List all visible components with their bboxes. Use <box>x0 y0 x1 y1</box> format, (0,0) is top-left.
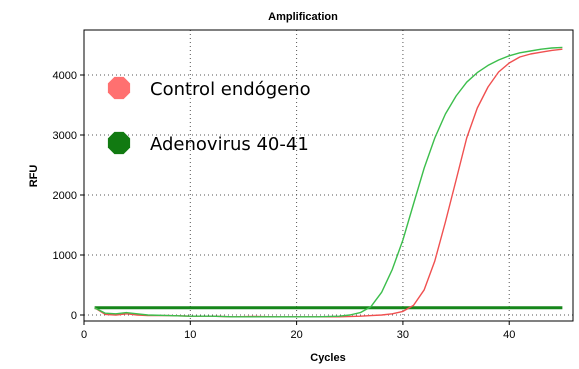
legend-marker-control-endogeno <box>107 76 131 100</box>
y-tick-label: 1000 <box>53 250 77 262</box>
legend-label-control-endogeno: Control endógeno <box>150 79 311 100</box>
x-tick-label: 40 <box>503 329 515 341</box>
grid <box>84 30 573 321</box>
legend: Control endógeno Adenovirus 40-41 <box>107 76 311 155</box>
y-tick-label: 0 <box>71 310 77 322</box>
legend-label-adenovirus-40-41: Adenovirus 40-41 <box>150 134 309 155</box>
series-line-adenovirus-40-41 <box>94 46 563 318</box>
x-tick-label: 30 <box>397 329 409 341</box>
legend-marker-adenovirus-40-41 <box>107 131 131 155</box>
series-lines <box>94 46 563 318</box>
x-axis-label: Cycles <box>310 352 345 364</box>
x-axis: 0 10 20 30 40 <box>81 321 515 341</box>
chart-title: Amplification <box>268 11 338 23</box>
x-tick-label: 10 <box>184 329 196 341</box>
plot-area <box>83 29 574 322</box>
y-axis-label: RFU <box>28 165 40 188</box>
y-tick-label: 4000 <box>53 70 77 82</box>
x-tick-label: 20 <box>290 329 302 341</box>
y-tick-label: 2000 <box>53 190 77 202</box>
y-axis: 0 1000 2000 3000 4000 <box>53 70 84 322</box>
x-tick-label: 0 <box>81 329 87 341</box>
y-tick-label: 3000 <box>53 130 77 142</box>
